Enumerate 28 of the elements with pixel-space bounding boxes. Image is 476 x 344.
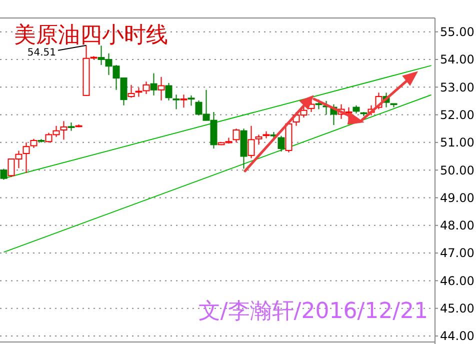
candlestick	[315, 99, 322, 110]
candlestick	[165, 82, 172, 101]
candlestick	[180, 94, 188, 108]
y-tick-label: 51.00	[440, 136, 474, 150]
candlestick	[188, 94, 195, 106]
candlestick	[278, 135, 285, 152]
y-tick-label: 48.00	[440, 218, 474, 233]
y-tick-label: 52.00	[440, 108, 474, 122]
candlestick	[172, 94, 180, 110]
y-tick-label: 53.00	[440, 80, 474, 94]
annotation: 54.51	[27, 47, 56, 58]
y-tick-label: 46.00	[440, 274, 474, 288]
y-tick-label: 55.00	[440, 25, 474, 40]
candlestick	[142, 81, 150, 95]
y-tick-label: 54.00	[440, 52, 474, 67]
candlestick	[150, 72, 158, 96]
annotation: 文/李瀚轩/2016/12/21	[198, 299, 428, 324]
candlestick	[232, 128, 240, 143]
y-tick-label: 47.00	[440, 246, 474, 260]
candlestick	[0, 168, 8, 180]
y-tick-label: 50.00	[440, 163, 474, 178]
chart-title: 美原油四小时线	[14, 23, 168, 48]
candlestick	[158, 76, 165, 101]
y-tick-label: 44.00	[440, 329, 474, 344]
y-tick-label: 45.00	[440, 302, 474, 316]
y-tick-label: 49.00	[440, 190, 474, 205]
candlestick	[60, 120, 68, 140]
candlestick	[128, 84, 135, 98]
